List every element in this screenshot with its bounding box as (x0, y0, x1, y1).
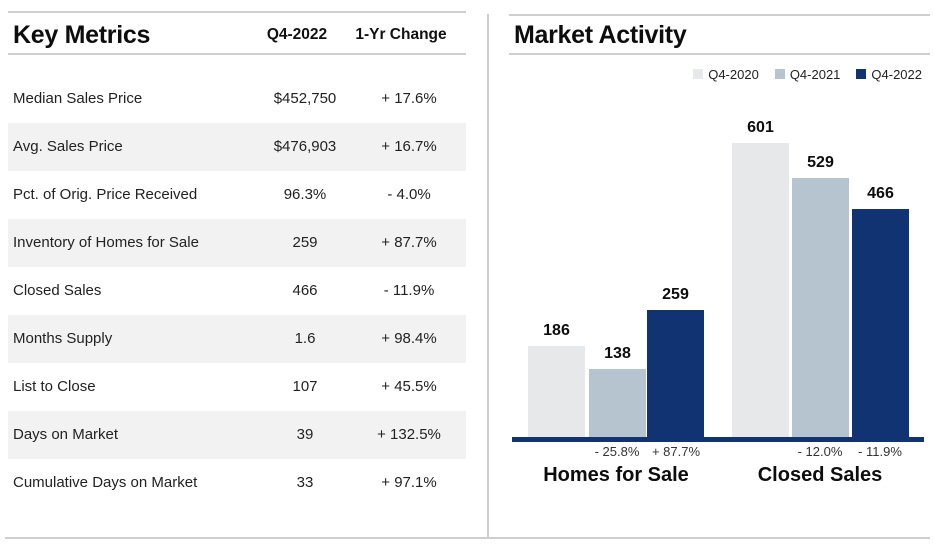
metric-label: List to Close (13, 378, 96, 395)
category-label-homes-for-sale: Homes for Sale (543, 464, 689, 486)
column-header-change: 1-Yr Change (355, 26, 447, 43)
metric-label: Months Supply (13, 330, 113, 347)
metric-label: Cumulative Days on Market (13, 474, 198, 491)
table-row: Avg. Sales Price $476,903 + 16.7% (8, 123, 466, 171)
metric-change: + 87.7% (381, 234, 437, 251)
metric-value: $476,903 (273, 138, 337, 155)
legend-item-q4-2022: Q4-2022 (856, 67, 922, 82)
metric-label: Pct. of Orig. Price Received (13, 186, 198, 203)
table-row: Inventory of Homes for Sale 259 + 87.7% (8, 219, 466, 267)
metric-value: 96.3% (283, 186, 327, 203)
left-header-rule (8, 53, 466, 55)
legend-swatch-icon (856, 69, 867, 79)
left-top-rule (8, 11, 466, 13)
bar-closed-sales-q4-2022: 466 (852, 185, 909, 437)
key-metrics-title: Key Metrics (13, 21, 151, 49)
bar-value-label: 259 (662, 286, 689, 303)
metric-change: + 17.6% (381, 90, 437, 107)
table-row: Days on Market 39 + 132.5% (8, 411, 466, 459)
table-row: Months Supply 1.6 + 98.4% (8, 315, 466, 363)
bar-value-label: 466 (867, 185, 894, 202)
bar-homes-for-sale-q4-2021: 138 (589, 345, 646, 437)
table-row: Pct. of Orig. Price Received 96.3% - 4.0… (8, 171, 466, 219)
right-top-rule (509, 14, 930, 16)
bar-value-label: 529 (807, 154, 834, 171)
chart-baseline-axis (512, 437, 924, 442)
right-header-rule (509, 53, 930, 55)
metric-change: + 45.5% (381, 378, 437, 395)
bar-homes-for-sale-q4-2020: 186 (528, 322, 585, 437)
legend-swatch-icon (774, 69, 785, 79)
metric-value: 33 (296, 474, 314, 491)
table-row: Cumulative Days on Market 33 + 97.1% (8, 459, 466, 507)
bar-value-label: 601 (747, 119, 774, 136)
legend-item-q4-2020: Q4-2020 (693, 67, 759, 82)
table-row: Closed Sales 466 - 11.9% (8, 267, 466, 315)
metric-change: + 97.1% (381, 474, 437, 491)
metric-change: - 11.9% (383, 282, 435, 299)
metric-change: + 98.4% (381, 330, 437, 347)
legend-label: Q4-2021 (789, 66, 841, 82)
market-activity-title: Market Activity (514, 21, 687, 49)
metric-label: Inventory of Homes for Sale (13, 234, 199, 251)
metric-label: Days on Market (13, 426, 119, 443)
bar-closed-sales-q4-2020: 601 (732, 119, 789, 437)
metric-value: 39 (296, 426, 314, 443)
metric-label: Closed Sales (13, 282, 102, 299)
panel-divider (487, 14, 489, 538)
legend-label: Q4-2020 (708, 66, 759, 82)
bar-value-label: 186 (543, 322, 570, 339)
metric-change: - 4.0% (387, 186, 431, 203)
metric-value: 259 (292, 234, 318, 251)
bottom-rule (5, 537, 930, 539)
metric-change: + 16.7% (381, 138, 437, 155)
category-label-closed-sales: Closed Sales (757, 464, 883, 486)
legend-label: Q4-2022 (871, 66, 922, 82)
metric-label: Median Sales Price (13, 90, 143, 107)
chart-legend: Q4-2020 Q4-2021 Q4-2022 (509, 66, 922, 82)
metric-value: $452,750 (273, 90, 337, 107)
table-row: Median Sales Price $452,750 + 17.6% (8, 75, 466, 123)
legend-swatch-icon (693, 69, 704, 79)
metric-value: 466 (292, 282, 318, 299)
column-header-quarter: Q4-2022 (266, 26, 328, 43)
change-label: - 25.8% (594, 444, 640, 459)
change-label: - 11.9% (858, 444, 902, 459)
legend-item-q4-2021: Q4-2021 (774, 66, 841, 82)
metric-value: 107 (292, 378, 318, 395)
metric-label: Avg. Sales Price (13, 138, 123, 155)
change-label: + 87.7% (651, 444, 701, 459)
change-label: - 12.0% (797, 444, 843, 459)
bar-homes-for-sale-q4-2022: 259 (647, 286, 704, 437)
metric-value: 1.6 (294, 330, 316, 347)
metric-change: + 132.5% (377, 426, 441, 443)
bar-value-label: 138 (604, 345, 631, 362)
table-row: List to Close 107 + 45.5% (8, 363, 466, 411)
bar-closed-sales-q4-2021: 529 (792, 154, 849, 437)
